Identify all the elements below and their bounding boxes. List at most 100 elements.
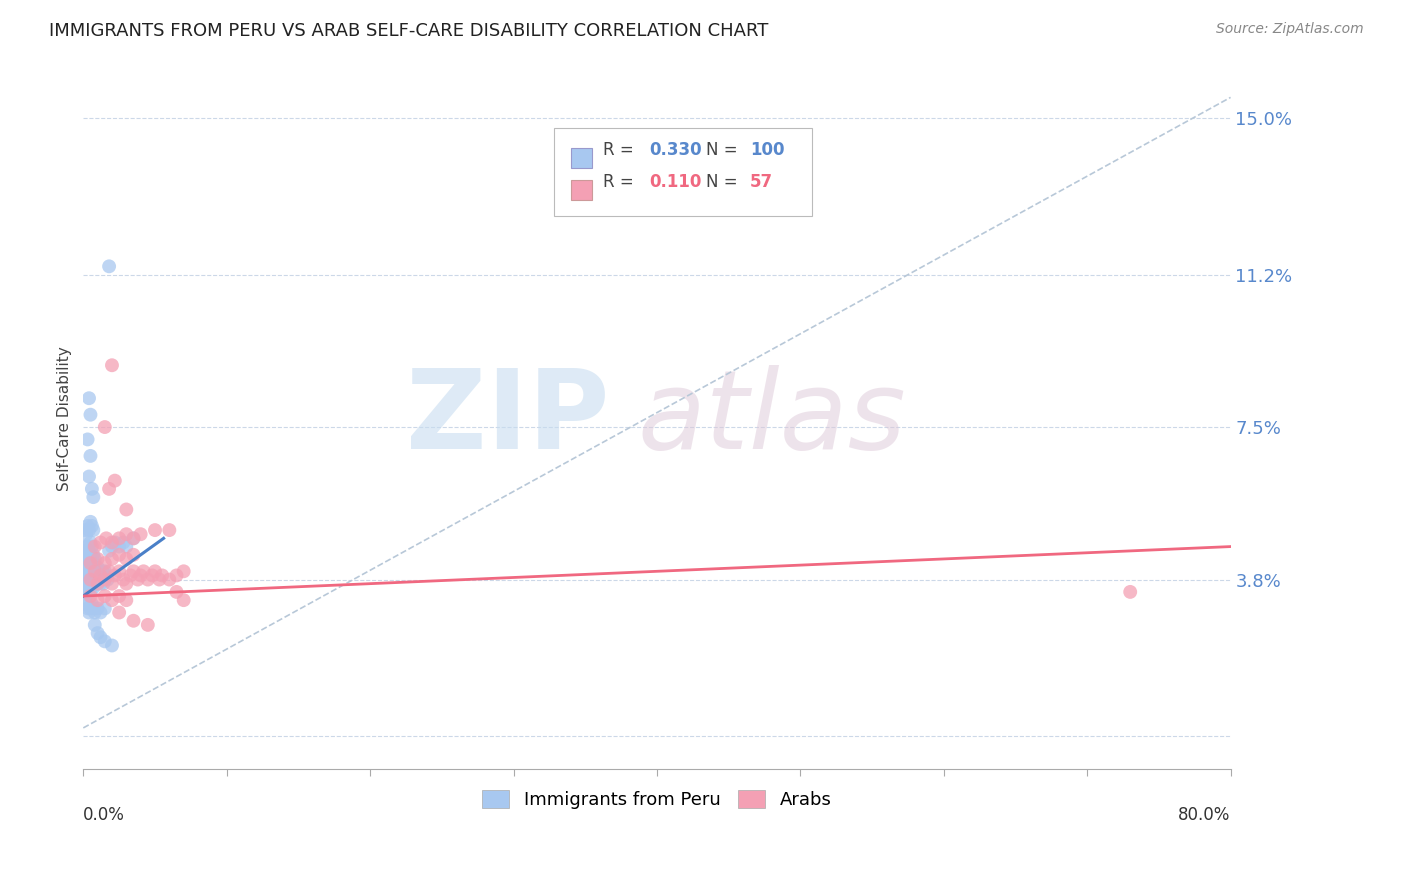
Point [77,560,100,574]
Point [73,540,96,554]
Point [101,552,124,566]
Point [166,585,188,599]
Point [83,560,105,574]
Point [93,576,115,591]
Point [104,474,127,488]
Point [79,589,101,603]
Point [115,540,138,554]
Point [84,564,107,578]
Point [79,556,101,570]
Point [76,556,98,570]
Point [108,589,131,603]
Point [115,593,138,607]
Point [80,552,103,566]
Point [89,535,111,549]
Point [75,568,97,582]
Point [75,576,97,591]
Point [98,564,121,578]
Point [86,601,108,615]
Point [82,564,104,578]
Point [96,532,118,546]
Point [79,585,101,599]
Point [87,564,110,578]
Point [76,585,98,599]
Point [94,573,117,587]
Point [94,556,117,570]
Point [141,568,163,582]
Point [79,548,101,562]
Point [122,564,145,578]
Point [73,581,96,595]
Point [82,581,104,595]
Point [157,573,180,587]
Text: 100: 100 [749,142,785,160]
Point [86,568,108,582]
Point [82,601,104,615]
Text: N =: N = [706,173,744,191]
Point [132,564,155,578]
Point [86,560,108,574]
Point [101,576,124,591]
Point [82,523,104,537]
Point [108,548,131,562]
Point [76,519,98,533]
Point [77,576,100,591]
Point [76,548,98,562]
Point [101,593,124,607]
Point [79,408,101,422]
Point [76,564,98,578]
Point [82,548,104,562]
Point [79,573,101,587]
Point [75,560,97,574]
Point [77,523,100,537]
Point [75,573,97,587]
Point [77,581,100,595]
Point [89,606,111,620]
Point [77,469,100,483]
Point [136,618,159,632]
Point [77,568,100,582]
Point [150,568,173,582]
Point [75,543,97,558]
Point [122,614,145,628]
Point [83,568,105,582]
Text: 57: 57 [749,173,773,191]
Text: R =: R = [603,173,638,191]
Point [98,260,121,274]
Point [73,556,96,570]
Point [173,593,195,607]
Point [101,358,124,372]
Point [73,523,96,537]
Point [129,527,152,541]
Point [108,564,131,578]
Point [83,618,105,632]
Point [80,540,103,554]
Point [80,576,103,591]
Point [79,564,101,578]
Point [80,568,103,582]
Point [104,568,127,582]
Point [89,576,111,591]
Text: 0.110: 0.110 [650,173,702,191]
Point [90,564,112,578]
Point [77,391,100,405]
Point [77,552,100,566]
Point [83,540,105,554]
Point [94,634,117,648]
Point [129,568,152,582]
Point [73,548,96,562]
Point [94,601,117,615]
Point [108,606,131,620]
Point [86,552,108,566]
Point [73,593,96,607]
Point [73,564,96,578]
Point [104,535,127,549]
Point [112,535,135,549]
Text: 0.0%: 0.0% [83,806,125,824]
Point [79,573,101,587]
Point [115,552,138,566]
Point [87,573,110,587]
Point [115,502,138,516]
Point [86,576,108,591]
FancyBboxPatch shape [554,128,811,216]
